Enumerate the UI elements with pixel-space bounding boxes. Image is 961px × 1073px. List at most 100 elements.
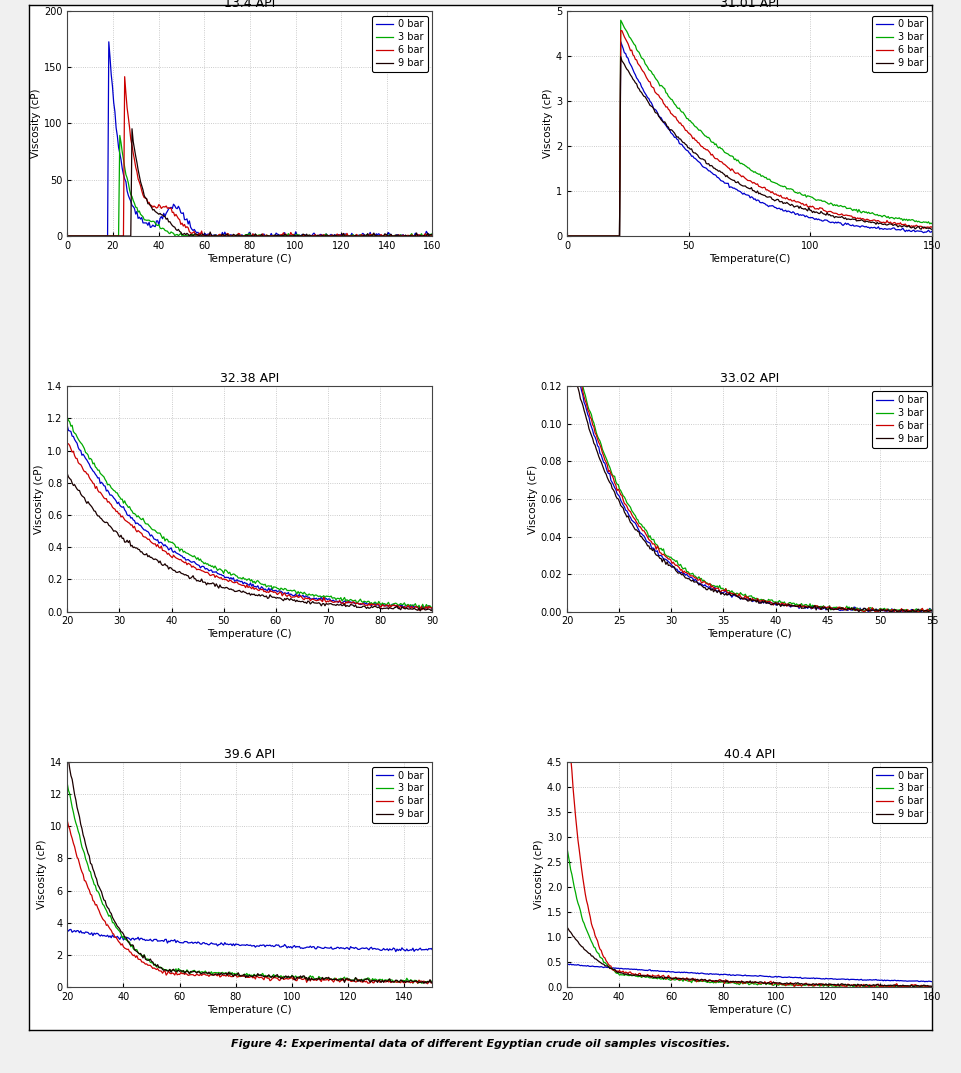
3 bar: [902, 605, 914, 618]
9 bar: [286, 230, 298, 242]
9 bar: [279, 227, 290, 240]
3 bar: [279, 971, 290, 984]
6 bar: [62, 814, 73, 827]
6 bar: [858, 605, 870, 618]
Title: 40.4 API: 40.4 API: [724, 748, 776, 761]
6 bar: [371, 230, 382, 242]
0 bar: [561, 957, 573, 970]
3 bar: [869, 604, 880, 617]
6 bar: [280, 227, 291, 240]
9 bar: [615, 50, 627, 63]
6 bar: [561, 230, 573, 242]
0 bar: [871, 603, 882, 616]
Line: 9 bar: 9 bar: [567, 343, 932, 612]
Title: 39.6 API: 39.6 API: [224, 748, 276, 761]
0 bar: [786, 206, 798, 219]
6 bar: [394, 229, 406, 241]
Legend: 0 bar, 3 bar, 6 bar, 9 bar: 0 bar, 3 bar, 6 bar, 9 bar: [872, 767, 927, 823]
9 bar: [562, 923, 574, 936]
9 bar: [779, 197, 791, 210]
9 bar: [62, 748, 73, 761]
X-axis label: Temperature (C): Temperature (C): [208, 629, 292, 640]
6 bar: [427, 976, 438, 989]
6 bar: [62, 230, 73, 242]
6 bar: [562, 324, 574, 337]
Legend: 0 bar, 3 bar, 6 bar, 9 bar: 0 bar, 3 bar, 6 bar, 9 bar: [372, 767, 428, 823]
3 bar: [371, 230, 382, 242]
3 bar: [785, 979, 797, 991]
0 bar: [785, 601, 797, 614]
0 bar: [561, 230, 573, 242]
X-axis label: Temperature (C): Temperature (C): [208, 1004, 292, 1015]
6 bar: [785, 599, 797, 612]
0 bar: [926, 224, 938, 237]
Y-axis label: Viscosity (cP): Viscosity (cP): [31, 89, 41, 158]
Y-axis label: Viscosity (cP): Viscosity (cP): [543, 89, 554, 158]
3 bar: [412, 978, 424, 990]
Line: 3 bar: 3 bar: [67, 783, 432, 984]
X-axis label: Temperature (C): Temperature (C): [707, 629, 792, 640]
6 bar: [562, 230, 574, 242]
9 bar: [785, 600, 797, 613]
Y-axis label: Viscosity (cP): Viscosity (cP): [37, 840, 47, 909]
0 bar: [62, 230, 74, 242]
3 bar: [561, 315, 573, 328]
9 bar: [871, 603, 882, 616]
6 bar: [926, 221, 938, 234]
Line: 3 bar: 3 bar: [567, 322, 932, 612]
0 bar: [562, 327, 574, 340]
9 bar: [62, 230, 74, 242]
3 bar: [62, 230, 73, 242]
0 bar: [65, 923, 77, 936]
0 bar: [279, 938, 290, 951]
6 bar: [562, 712, 574, 725]
6 bar: [392, 975, 404, 988]
0 bar: [779, 204, 791, 217]
6 bar: [871, 215, 882, 227]
Line: 0 bar: 0 bar: [567, 42, 932, 236]
6 bar: [778, 978, 790, 990]
3 bar: [286, 230, 298, 242]
3 bar: [427, 974, 438, 987]
6 bar: [286, 229, 298, 241]
0 bar: [562, 958, 574, 971]
0 bar: [615, 35, 627, 48]
9 bar: [427, 227, 438, 240]
0 bar: [778, 205, 790, 218]
9 bar: [62, 230, 73, 242]
Line: 0 bar: 0 bar: [567, 964, 932, 982]
6 bar: [777, 979, 789, 991]
Line: 9 bar: 9 bar: [67, 754, 432, 983]
0 bar: [286, 942, 298, 955]
Line: 6 bar: 6 bar: [567, 31, 932, 236]
3 bar: [894, 980, 905, 993]
9 bar: [369, 974, 381, 987]
0 bar: [62, 230, 73, 242]
3 bar: [285, 971, 297, 984]
Line: 9 bar: 9 bar: [67, 129, 432, 236]
Y-axis label: Viscosity (cP): Viscosity (cP): [534, 840, 544, 909]
6 bar: [894, 218, 905, 231]
0 bar: [390, 945, 402, 958]
9 bar: [871, 218, 882, 231]
3 bar: [786, 182, 798, 195]
3 bar: [114, 129, 126, 142]
6 bar: [278, 973, 289, 986]
X-axis label: Temperature (C): Temperature (C): [707, 1004, 792, 1015]
0 bar: [280, 230, 291, 242]
3 bar: [926, 980, 938, 993]
6 bar: [369, 974, 381, 987]
3 bar: [858, 981, 870, 994]
9 bar: [278, 972, 289, 985]
Line: 6 bar: 6 bar: [67, 821, 432, 984]
9 bar: [926, 223, 938, 236]
0 bar: [62, 923, 73, 936]
6 bar: [778, 599, 790, 612]
3 bar: [562, 230, 574, 242]
0 bar: [786, 971, 798, 984]
6 bar: [422, 978, 433, 990]
9 bar: [561, 230, 573, 242]
6 bar: [62, 230, 74, 242]
9 bar: [561, 337, 573, 350]
0 bar: [395, 944, 407, 957]
